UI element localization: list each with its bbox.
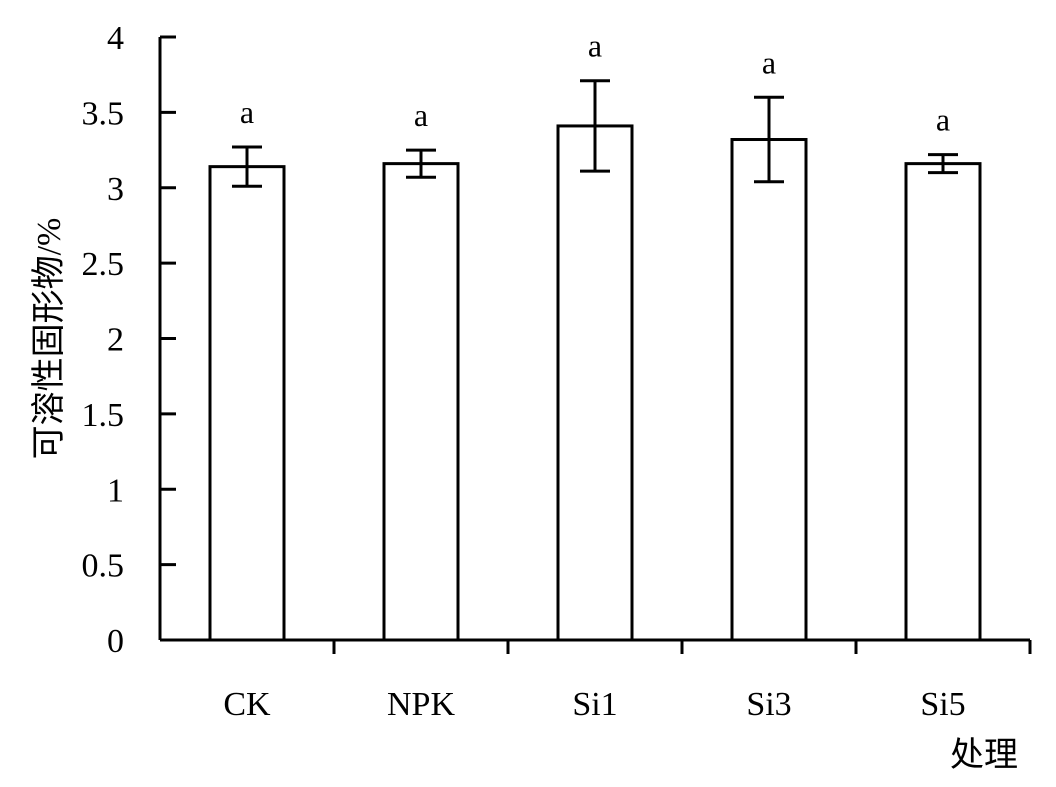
category-label: Si3: [746, 686, 791, 723]
category-labels: CK NPK Si1 Si3 Si5: [223, 686, 965, 723]
x-axis-title: 处理: [950, 737, 1018, 774]
y-tick-label: 2: [107, 322, 124, 359]
y-tick-label: 2.5: [82, 246, 125, 283]
y-tick-label: 1.5: [82, 397, 125, 434]
category-label: CK: [223, 686, 271, 723]
bars: [208, 124, 982, 642]
y-tick-label: 0: [107, 623, 124, 660]
significance-label: a: [588, 28, 602, 64]
y-tick-label: 1: [107, 472, 124, 509]
y-tick-label: 0.5: [82, 548, 125, 585]
y-tick-label: 3: [107, 171, 124, 208]
significance-label: a: [936, 102, 950, 138]
significance-labels: a a a a a: [240, 28, 950, 138]
y-axis-title: 可溶性固形物/%: [30, 218, 68, 460]
category-label: Si1: [572, 686, 617, 723]
error-bars: [232, 79, 958, 188]
category-label: Si5: [920, 686, 965, 723]
y-tick-label: 4: [107, 20, 124, 57]
bar-si3: [730, 138, 808, 642]
bar-si1: [556, 124, 634, 642]
bar-ck: [208, 165, 286, 642]
significance-label: a: [762, 44, 776, 80]
bar-si5: [904, 162, 982, 642]
y-ticks: 0 0.5 1 1.5 2 2.5 3 3.5 4: [82, 20, 176, 660]
significance-label: a: [240, 94, 254, 130]
category-label: NPK: [387, 686, 455, 723]
y-tick-label: 3.5: [82, 95, 125, 132]
significance-label: a: [414, 97, 428, 133]
bar-npk: [382, 162, 460, 642]
x-ticks: [332, 640, 1032, 654]
